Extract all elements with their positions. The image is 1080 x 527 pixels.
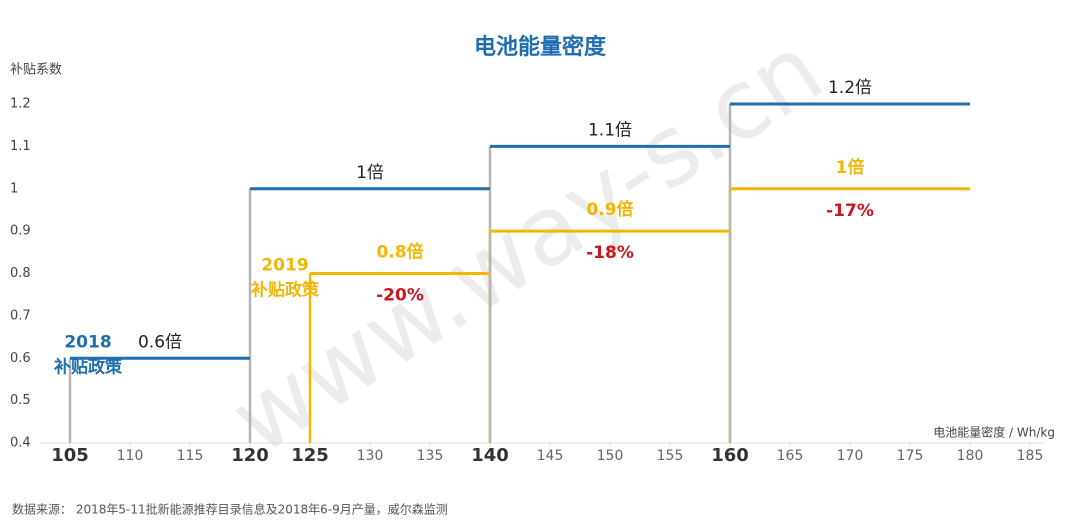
x-tick-label: 110 bbox=[117, 448, 144, 464]
x-tick-label: 130 bbox=[357, 448, 384, 464]
chart-title: 电池能量密度 bbox=[474, 34, 607, 60]
x-tick-label: 185 bbox=[1017, 448, 1044, 464]
change-label: -18% bbox=[586, 243, 634, 263]
value-label: 0.8倍 bbox=[376, 242, 423, 263]
x-tick-label: 125 bbox=[291, 445, 329, 466]
x-tick-label: 145 bbox=[537, 448, 564, 464]
x-axis-label: 电池能量密度 / Wh/kg bbox=[933, 425, 1055, 440]
x-tick-label: 105 bbox=[51, 445, 89, 466]
y-tick-label: 0.4 bbox=[10, 436, 31, 451]
value-label: 1.2倍 bbox=[828, 78, 872, 98]
y-tick-label: 0.6 bbox=[10, 351, 31, 366]
y-tick-label: 1.1 bbox=[10, 139, 31, 154]
source-note: 数据来源： 2018年5-11批新能源推荐目录信息及2018年6-9月产量，威尔… bbox=[12, 502, 448, 517]
y-tick-label: 0.5 bbox=[10, 393, 31, 408]
x-tick-label: 135 bbox=[417, 448, 444, 464]
x-tick-label: 120 bbox=[231, 445, 269, 466]
change-label: -17% bbox=[826, 201, 874, 221]
value-label: 0.9倍 bbox=[586, 199, 633, 220]
y-tick-label: 0.8 bbox=[10, 266, 31, 281]
series-name: 补贴政策 bbox=[53, 356, 123, 377]
y-axis-label: 补贴系数 bbox=[10, 63, 62, 78]
x-tick-label: 115 bbox=[177, 448, 204, 464]
y-tick-label: 1.2 bbox=[10, 97, 31, 112]
series-name: 2019 bbox=[261, 256, 308, 276]
x-tick-label: 180 bbox=[957, 448, 984, 464]
series-name: 补贴政策 bbox=[250, 280, 320, 301]
x-tick-label: 160 bbox=[711, 445, 749, 466]
value-label: 1.1倍 bbox=[588, 120, 632, 140]
x-tick-label: 140 bbox=[471, 445, 509, 466]
watermark: www.way-s.cn bbox=[211, 13, 841, 476]
y-tick-label: 0.9 bbox=[10, 224, 31, 239]
series-name: 2018 bbox=[64, 332, 111, 352]
value-label: 1倍 bbox=[356, 163, 384, 183]
y-tick-label: 0.7 bbox=[10, 308, 31, 323]
x-tick-label: 165 bbox=[777, 448, 804, 464]
x-tick-label: 175 bbox=[897, 448, 924, 464]
x-tick-label: 155 bbox=[657, 448, 684, 464]
change-label: -20% bbox=[376, 286, 424, 306]
y-tick-label: 1 bbox=[10, 181, 18, 196]
x-tick-label: 150 bbox=[597, 448, 624, 464]
x-tick-label: 170 bbox=[837, 448, 864, 464]
value-label: 1倍 bbox=[836, 157, 865, 178]
value-label: 0.6倍 bbox=[138, 332, 182, 352]
